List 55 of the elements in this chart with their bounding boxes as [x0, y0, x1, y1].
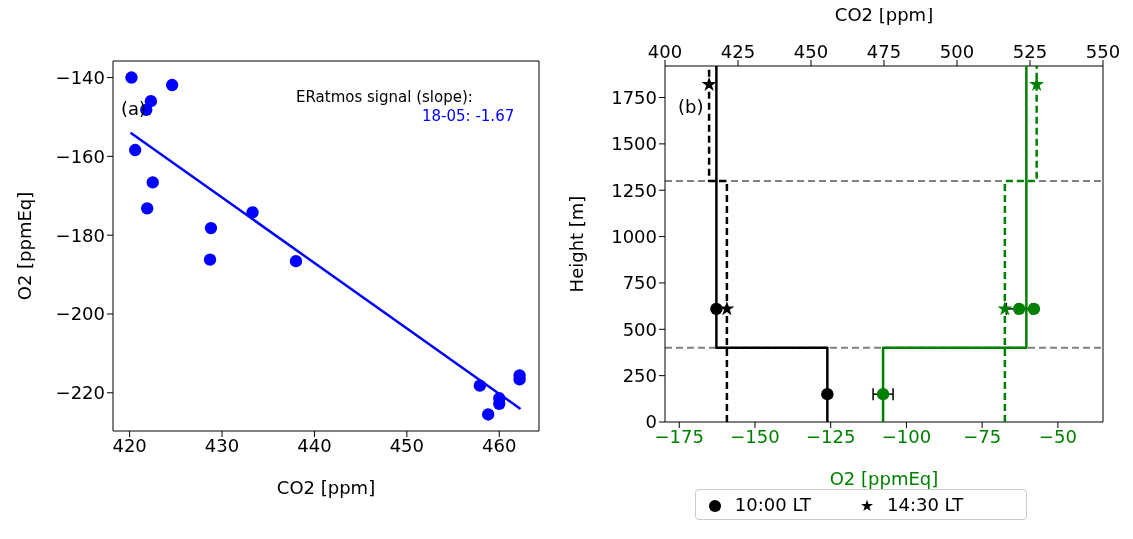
annotation: (b): [678, 96, 704, 117]
x-tick-label: 420: [112, 434, 147, 456]
x-axis-title: O2 [ppmEq]: [829, 468, 939, 489]
x2-tick-label: 425: [720, 41, 756, 62]
y-tick-label: 250: [622, 365, 657, 387]
point: [1027, 302, 1041, 316]
x-tick-label: −50: [1038, 425, 1077, 447]
x-tick-label: −175: [654, 425, 704, 447]
point: [125, 71, 138, 84]
y-tick-label: 750: [622, 272, 657, 294]
point: [289, 255, 303, 268]
point: [203, 253, 217, 266]
point: [1012, 302, 1026, 316]
y-axis-title: Height [m]: [565, 195, 587, 293]
x2-tick-label: 525: [1012, 41, 1048, 62]
y-tick-label: −140: [55, 66, 105, 88]
x-tick-label: −75: [963, 425, 1002, 447]
point: [482, 408, 495, 421]
y-tick-label: 1250: [611, 179, 657, 201]
x2-tick-label: 550: [1085, 41, 1121, 62]
point: [165, 78, 179, 92]
y-axis-title: O2 [ppmEq]: [13, 191, 35, 301]
annotation: ERatmos signal (slope):: [296, 88, 473, 106]
y-tick-label: 1750: [611, 86, 657, 108]
point: [876, 388, 890, 401]
legend-label: 10:00 LT: [734, 494, 811, 515]
point: [1029, 76, 1045, 91]
x-axis-title: CO2 [ppm]: [276, 477, 376, 498]
point: [141, 202, 154, 215]
x-tick-label: 450: [389, 434, 425, 456]
x2-tick-label: 400: [647, 41, 683, 62]
y-tick-label: −200: [55, 303, 105, 325]
point: [997, 301, 1013, 316]
point: [204, 221, 218, 235]
x2-tick-label: 450: [793, 41, 829, 62]
x2-tick-label: 500: [939, 41, 975, 62]
x2-axis-title: CO2 [ppm]: [834, 3, 934, 25]
x-tick-label: −150: [730, 425, 780, 447]
annotation: 18-05: -1.67: [422, 107, 515, 125]
point: [146, 176, 159, 189]
legend-label: 14:30 LT: [887, 494, 964, 515]
y-tick-label: −160: [55, 145, 105, 167]
x-tick-label: 460: [482, 434, 517, 456]
x-tick-label: 440: [297, 434, 332, 456]
x-tick-label: −100: [881, 425, 932, 447]
y-tick-label: 1000: [611, 225, 657, 247]
point: [129, 143, 142, 157]
y-tick-label: 0: [645, 411, 657, 433]
y-tick-label: −180: [55, 224, 105, 246]
x-tick-label: −125: [805, 425, 856, 447]
y-tick-label: 500: [622, 318, 657, 340]
x2-tick-label: 475: [866, 41, 902, 62]
y-tick-label: −220: [55, 382, 105, 404]
x-tick-label: 430: [204, 434, 240, 456]
y-tick-label: 1500: [611, 133, 657, 155]
